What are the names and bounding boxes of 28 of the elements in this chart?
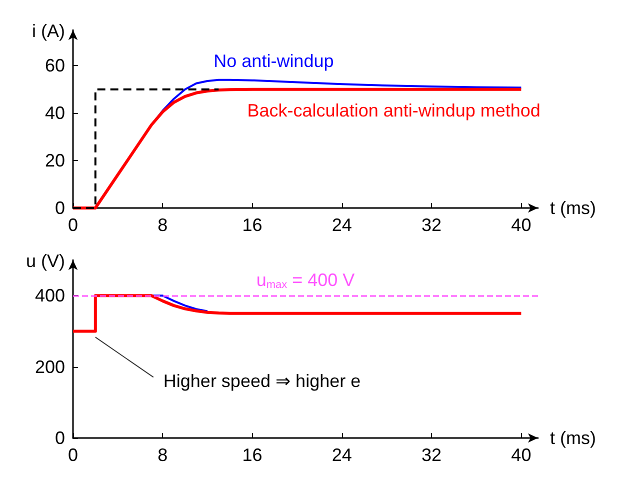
x-tick-label: 16 <box>242 445 262 465</box>
y-axis-title: u (V) <box>26 251 65 271</box>
y-tick-label: 40 <box>44 103 65 124</box>
y-tick-label: 20 <box>44 150 65 171</box>
x-tick-label: 0 <box>68 215 78 235</box>
x-tick-label: 24 <box>332 445 352 465</box>
series-label: Back-calculation anti-windup method <box>247 100 540 120</box>
y-axis-title: i (A) <box>32 21 65 41</box>
line-series <box>150 294 208 312</box>
x-tick-label: 16 <box>242 215 262 235</box>
line-series <box>72 294 523 333</box>
x-tick-label: 32 <box>422 445 442 465</box>
annotation: Higher speed ⇒ higher e <box>163 371 361 392</box>
x-axis-title: t (ms) <box>550 428 596 448</box>
y-tick-label: 200 <box>34 356 65 377</box>
x-axis-title: t (ms) <box>550 198 596 218</box>
x-tick-label: 24 <box>332 215 352 235</box>
y-tick-label: 400 <box>34 286 65 306</box>
y-tick-label: 0 <box>54 428 65 448</box>
x-tick-label: 32 <box>422 215 442 235</box>
x-tick-label: 8 <box>158 215 168 235</box>
y-tick-label: 0 <box>54 198 65 218</box>
series-label: No anti-windup <box>214 50 334 71</box>
x-tick-label: 40 <box>511 215 532 235</box>
y-tick-label: 60 <box>44 56 65 76</box>
x-tick-label: 40 <box>511 445 532 465</box>
x-tick-label: 0 <box>68 445 78 465</box>
x-tick-label: 8 <box>158 445 168 465</box>
